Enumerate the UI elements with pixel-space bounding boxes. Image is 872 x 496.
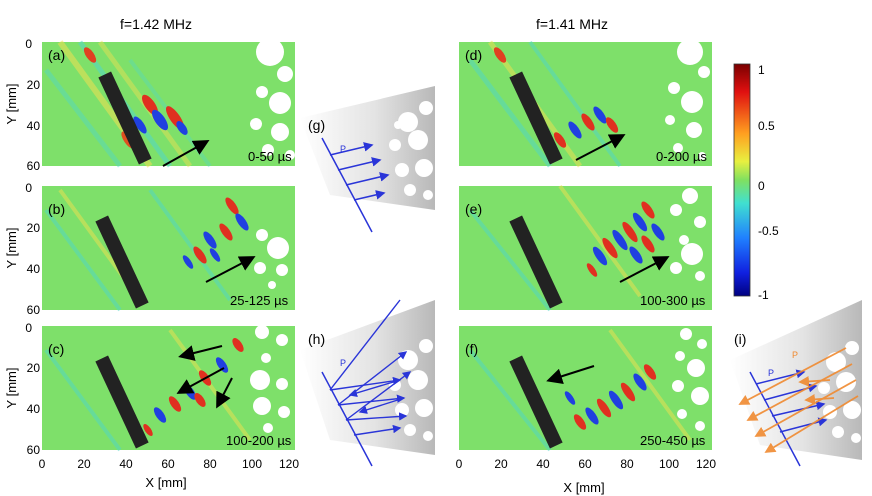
x-tick: 40 [119, 457, 133, 471]
transducer [509, 355, 563, 449]
y-tick: 0 [25, 321, 32, 335]
schematic-label: (g) [308, 117, 325, 133]
x-tick: 120 [279, 457, 299, 471]
y-axis-label: Y [mm] [4, 84, 19, 125]
x-axis-label: X [mm] [563, 480, 604, 495]
x-tick: 60 [578, 457, 592, 471]
ray-label: P [340, 144, 346, 154]
x-tick: 80 [203, 457, 217, 471]
panel-time: 0-50 µs [248, 149, 292, 164]
transducer [98, 71, 152, 165]
panel-c: (c) 100-200 µs [42, 325, 295, 452]
x-tick: 0 [456, 457, 463, 471]
panel-time: 25-125 µs [230, 293, 289, 308]
axes-left: 0 20 40 60 0 20 40 60 0 20 40 60 Y [mm] … [4, 37, 299, 490]
panel-label: (d) [465, 47, 482, 63]
ray-label: P [768, 368, 774, 378]
x-tick: 20 [494, 457, 508, 471]
ray-label: P [340, 358, 346, 368]
x-tick: 100 [242, 457, 262, 471]
x-tick: 60 [161, 457, 175, 471]
panel-b: (b) 25-125 µs [42, 186, 295, 312]
x-tick: 0 [39, 457, 46, 471]
y-tick: 40 [27, 402, 41, 416]
colorbar-tick: 1 [758, 63, 765, 77]
panel-e: (e) 100-300 µs [459, 184, 712, 312]
y-tick: 40 [27, 262, 41, 276]
panel-time: 100-200 µs [226, 433, 292, 448]
panel-label: (f) [465, 341, 478, 357]
panel-d: (d) 0-200 µs [459, 39, 712, 168]
title-right: f=1.41 MHz [536, 16, 608, 32]
y-tick: 0 [25, 37, 32, 51]
y-axis-label: Y [mm] [4, 228, 19, 269]
y-tick: 0 [25, 181, 32, 195]
transducer [509, 71, 563, 165]
axes-right: 0 20 40 60 80 100 120 X [mm] [456, 457, 717, 495]
propagation-arrow [205, 256, 256, 283]
propagation-arrow [216, 377, 233, 409]
transducer [95, 355, 149, 449]
panel-label: (c) [48, 341, 64, 357]
schematic-g: P (g) [300, 86, 435, 233]
panel-time: 100-300 µs [640, 293, 706, 308]
panel-label: (b) [48, 201, 65, 217]
panel-time: 250-450 µs [640, 433, 706, 448]
panel-label: (e) [465, 201, 482, 217]
propagation-arrow [162, 140, 210, 167]
y-tick: 20 [27, 221, 41, 235]
panel-f: (f) 250-450 µs [459, 326, 712, 452]
x-tick: 80 [620, 457, 634, 471]
y-tick: 20 [27, 361, 41, 375]
propagation-arrow [619, 256, 670, 283]
propagation-arrow [178, 345, 223, 361]
y-tick: 60 [27, 443, 41, 457]
schematic-label: (h) [308, 331, 325, 347]
y-tick: 40 [27, 119, 41, 133]
schematic-h: P (h) [300, 299, 435, 467]
propagation-arrow [546, 365, 595, 384]
y-tick: 60 [27, 303, 41, 317]
x-tick: 20 [77, 457, 91, 471]
panel-a: (a) 0-50 µs [42, 38, 295, 168]
colorbar-tick: 0 [758, 179, 765, 193]
schematic-i: P P (i) [730, 300, 862, 467]
colorbar-tick: 0.5 [758, 119, 775, 133]
y-tick: 60 [27, 159, 41, 173]
x-tick: 100 [659, 457, 679, 471]
colorbar-tick: -1 [758, 288, 769, 302]
y-axis-label: Y [mm] [4, 368, 19, 409]
propagation-arrow [575, 134, 626, 161]
propagation-arrow [176, 367, 225, 394]
x-axis-label: X [mm] [145, 475, 186, 490]
transducer [95, 215, 149, 309]
panel-label: (a) [48, 47, 65, 63]
x-tick: 40 [536, 457, 550, 471]
schematic-label: (i) [734, 331, 746, 347]
panel-time: 0-200 µs [656, 149, 707, 164]
colorbar-tick: -0.5 [758, 224, 779, 238]
y-tick: 20 [27, 78, 41, 92]
x-tick: 120 [696, 457, 716, 471]
ray-label: P [792, 350, 798, 360]
transducer [509, 215, 563, 309]
title-left: f=1.42 MHz [120, 16, 192, 32]
colorbar: 1 0.5 0 -0.5 -1 [733, 63, 779, 302]
